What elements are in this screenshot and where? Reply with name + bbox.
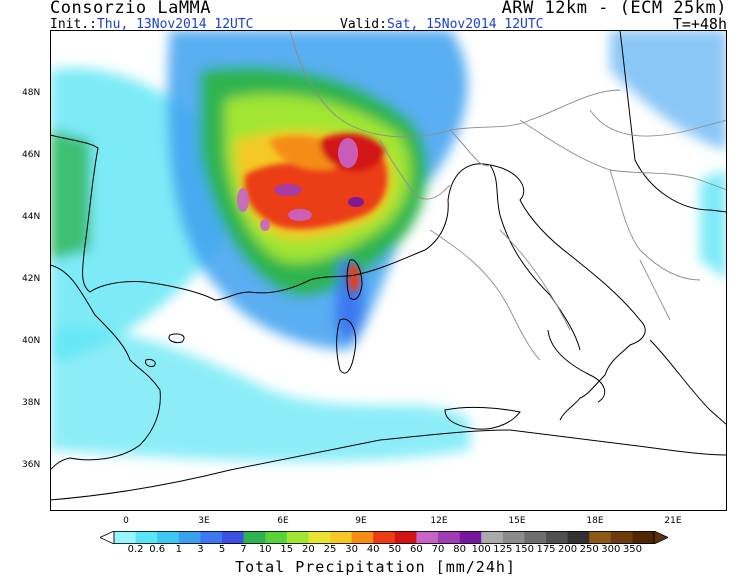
init-label: Init.: — [50, 17, 97, 32]
colorbar-tick-label: 5 — [218, 544, 226, 555]
map-frame — [50, 30, 727, 511]
colorbar-tick-label: 300 — [601, 544, 621, 555]
valid-label: Valid: — [340, 17, 387, 32]
colorbar-swatch — [481, 531, 504, 544]
colorbar-swatch — [200, 531, 223, 544]
colorbar-swatch — [546, 531, 568, 544]
lon-label-9e: 9E — [355, 516, 367, 526]
colorbar-tick-label: 15 — [280, 544, 294, 555]
app-title: Consorzio LaMMA — [50, 0, 212, 18]
lat-label-40n: 40N — [22, 336, 41, 346]
colorbar-tick-label: 40 — [366, 544, 380, 555]
lon-label-3e: 3E — [198, 516, 210, 526]
colorbar-tick-label: 1 — [175, 544, 182, 555]
colorbar-tick-label: 20 — [302, 544, 315, 555]
valid-time: Valid:Sat, 15Nov2014 12UTC — [340, 17, 544, 32]
colorbar-swatch — [157, 531, 180, 544]
colorbar-high-arrow — [653, 531, 668, 544]
valid-value: Sat, 15Nov2014 12UTC — [386, 17, 544, 32]
lat-label-38n: 38N — [22, 398, 41, 408]
colorbar-swatch — [222, 531, 244, 544]
colorbar-swatch — [286, 531, 309, 544]
colorbar-frame — [113, 531, 655, 544]
colorbar-swatch — [416, 531, 439, 544]
colorbar-tick-label: 7 — [240, 544, 247, 555]
colorbar-swatch — [114, 531, 136, 544]
coastlines — [50, 30, 727, 501]
init-value: Thu, 13Nov2014 12UTC — [96, 17, 254, 32]
precipitation-map — [50, 30, 727, 511]
colorbar-tick-label: 125 — [493, 544, 513, 555]
colorbar-swatch — [243, 531, 266, 544]
lon-label-12e: 12E — [430, 516, 448, 526]
colorbar-swatch — [459, 531, 482, 544]
colorbar-tick-label: 70 — [431, 544, 445, 555]
colorbar-swatch — [351, 531, 374, 544]
lat-label-46n: 46N — [22, 150, 41, 160]
colorbar-tick-label: 0.2 — [127, 544, 144, 555]
colorbar-tick-label: 30 — [345, 544, 358, 555]
colorbar-tick-label: 10 — [258, 544, 272, 555]
colorbar-tick-label: 60 — [410, 544, 423, 555]
lon-label-21e: 21E — [664, 516, 682, 526]
lon-label-18e: 18E — [586, 516, 604, 526]
colorbar-swatch — [135, 531, 158, 544]
colorbar-tick-label: 50 — [388, 544, 402, 555]
lon-label-0: 0 — [123, 516, 129, 526]
colorbar-legend — [100, 531, 668, 544]
colorbar-swatch — [438, 531, 460, 544]
colorbar-swatch — [394, 531, 417, 544]
lead-time: T=+48h — [672, 15, 727, 33]
country-borders — [289, 30, 727, 361]
colorbar-tick-label: 250 — [579, 544, 599, 555]
colorbar-swatch — [178, 531, 201, 544]
colorbar-tick-label: 175 — [536, 544, 556, 555]
colorbar-swatch — [265, 531, 288, 544]
precipitation-field — [50, 30, 727, 462]
colorbar-swatch — [373, 531, 396, 544]
lat-label-44n: 44N — [22, 212, 41, 222]
colorbar-swatch — [308, 531, 331, 544]
model-label: ARW 12km - (ECM 25km) — [501, 0, 727, 18]
colorbar-swatch — [502, 531, 525, 544]
lat-label-42n: 42N — [22, 274, 41, 284]
colorbar-swatch — [330, 531, 352, 544]
colorbar-swatch — [567, 531, 590, 544]
init-time: Init.:Thu, 13Nov2014 12UTC — [50, 17, 254, 32]
lon-label-15e: 15E — [508, 516, 526, 526]
colorbar-swatch — [610, 531, 633, 544]
colorbar-tick-label: 150 — [514, 544, 534, 555]
lat-label-36n: 36N — [22, 460, 41, 470]
colorbar-swatch — [589, 531, 612, 544]
colorbar-tick-label: 100 — [471, 544, 491, 555]
colorbar-swatch — [632, 531, 655, 544]
colorbar-tick-label: 80 — [453, 544, 466, 555]
colorbar-tick-label: 350 — [622, 544, 642, 555]
colorbar-tick-label: 3 — [197, 544, 204, 555]
colorbar-title: Total Precipitation [mm/24h] — [235, 558, 516, 576]
lat-label-48n: 48N — [22, 88, 41, 98]
colorbar-tick-label: 200 — [558, 544, 578, 555]
colorbar-tick-label: 25 — [323, 544, 337, 555]
colorbar-tick-label: 0.6 — [149, 544, 166, 555]
colorbar-low-arrow — [100, 531, 115, 544]
colorbar-swatch — [524, 531, 547, 544]
lon-label-6e: 6E — [277, 516, 289, 526]
